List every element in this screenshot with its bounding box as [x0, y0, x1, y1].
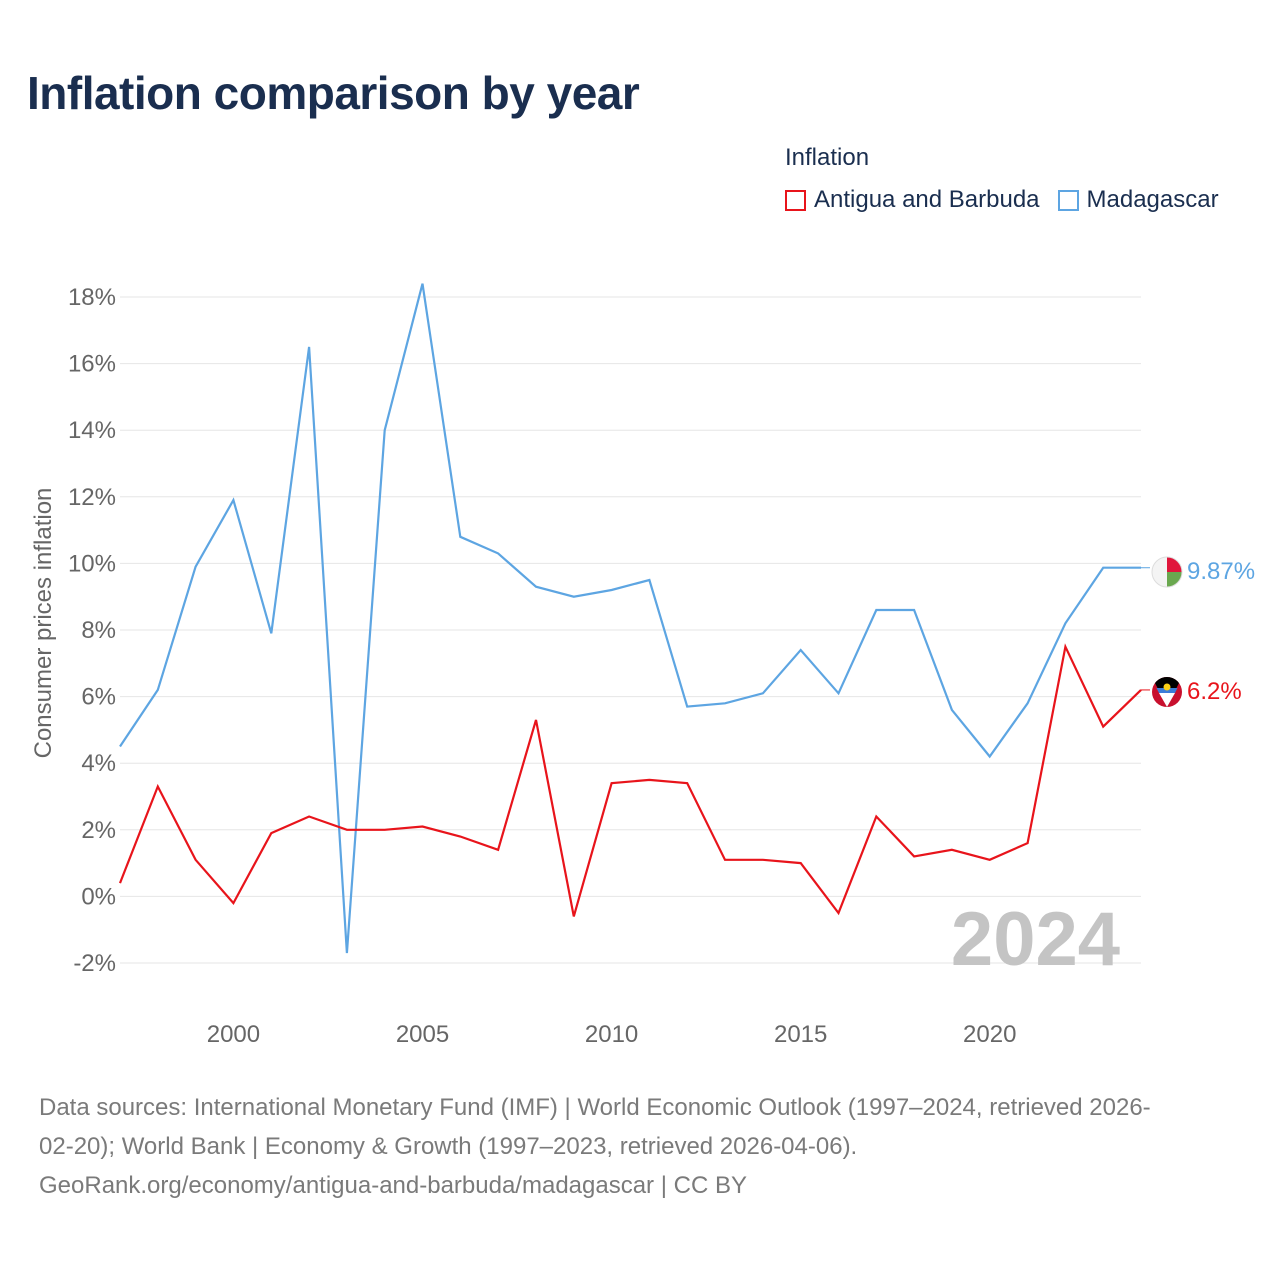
series-line-antigua-and-barbuda [118, 643, 1142, 917]
y-tick-label: 0% [81, 883, 116, 910]
legend-swatch-madagascar [1057, 189, 1079, 211]
antigua-end-label: 6.2% [1187, 678, 1242, 705]
legend-title: Inflation [785, 144, 870, 171]
series-line-madagascar [119, 283, 1141, 954]
legend-item-antigua[interactable]: Antigua and Barbuda [785, 186, 1040, 214]
end-labels: 9.87% 6.2% [1187, 558, 1255, 705]
legend: Antigua and Barbuda Madagascar [785, 186, 1219, 214]
x-tick-labels: 2000 2005 2010 2015 2020 [207, 1021, 1017, 1048]
y-tick-label: 14% [68, 417, 116, 444]
antigua-flag-icon [1152, 677, 1182, 707]
madagascar-end-label: 9.87% [1187, 558, 1255, 585]
y-axis-label: Consumer prices inflation [30, 488, 57, 759]
y-tick-label: 12% [68, 484, 116, 511]
legend-label-antigua: Antigua and Barbuda [814, 186, 1040, 213]
y-tick-label: 18% [68, 284, 116, 311]
legend-label-madagascar: Madagascar [1086, 186, 1219, 213]
footer-sources: Data sources: International Monetary Fun… [39, 1088, 1249, 1205]
footer-line-2: 02-20); World Bank | Economy & Growth (1… [39, 1133, 858, 1160]
y-tick-label: 6% [81, 684, 116, 711]
gridlines [120, 296, 1141, 964]
legend-swatch-antigua [785, 189, 806, 211]
year-watermark: 2024 [951, 897, 1120, 982]
series-lines [118, 283, 1150, 954]
y-tick-label: 2% [81, 817, 116, 844]
y-tick-label: 8% [81, 617, 116, 644]
footer-line-1: Data sources: International Monetary Fun… [39, 1094, 1151, 1121]
legend-item-madagascar[interactable]: Madagascar [1057, 186, 1219, 214]
y-tick-label: -2% [73, 950, 116, 977]
y-tick-label: 10% [68, 550, 116, 577]
y-tick-label: 4% [81, 750, 116, 777]
x-tick-label: 2020 [963, 1021, 1016, 1048]
end-markers [1151, 556, 1183, 707]
x-tick-label: 2015 [774, 1021, 827, 1048]
madagascar-flag-icon [1151, 556, 1183, 588]
chart-title: Inflation comparison by year [27, 67, 640, 119]
x-tick-label: 2010 [585, 1021, 638, 1048]
footer-line-3[interactable]: GeoRank.org/economy/antigua-and-barbuda/… [39, 1172, 747, 1199]
x-tick-label: 2000 [207, 1021, 260, 1048]
line-chart: -2% 0% 2% 4% 6% 8% 10% 12% 14% 16% 18% 2000 2005 201… [30, 283, 1255, 1048]
x-tick-label: 2005 [396, 1021, 449, 1048]
y-tick-label: 16% [68, 351, 116, 378]
y-tick-labels: -2% 0% 2% 4% 6% 8% 10% 12% 14% 16% 18% [68, 284, 116, 977]
